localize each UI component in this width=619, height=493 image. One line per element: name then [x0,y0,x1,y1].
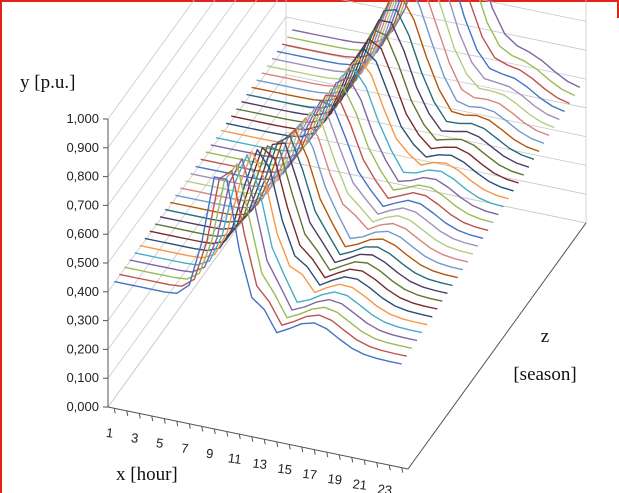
x-tick-label: 21 [352,476,368,493]
gridline [107,0,587,206]
image-frame-edge [617,0,619,18]
series-line-18 [200,94,489,232]
series-group [114,0,581,365]
x-tick-mark [313,449,316,455]
y-tick-label: 0,200 [66,341,99,356]
series-line-34 [281,0,570,105]
series-line-16 [190,105,479,247]
x-tick-label: 11 [227,450,242,467]
series-line-21 [215,66,504,208]
y-tick-label: 0,100 [66,370,99,385]
gridline [107,0,195,120]
y-tick-label: 0,700 [66,197,99,212]
series-line-31 [266,0,555,129]
series-line-10 [159,142,448,294]
x-tick-mark [151,415,154,422]
series-line-32 [271,0,560,121]
series-line-6 [139,151,428,326]
x-axis-line [107,406,409,470]
series-line-5 [134,154,423,334]
x-tick-mark [126,410,129,416]
y-tick-label: 0,500 [66,255,99,270]
x-tick-label: 19 [327,471,343,488]
series-line-24 [231,38,519,184]
gridline [107,0,216,149]
x-tick-mark [238,434,241,440]
y-axis-title: y [p.u.] [20,72,75,93]
x-tick-mark [363,459,366,466]
x-tick-mark [401,467,404,473]
x-tick-mark [213,428,216,435]
series-line-33 [276,0,565,113]
series-line-22 [220,57,509,200]
series-line-4 [129,157,418,342]
x-tick-mark [138,413,141,419]
series-line-26 [241,19,530,168]
series-line-35 [287,0,576,97]
x-tick-mark [251,436,254,442]
gridline [107,0,237,177]
x-tick-mark [188,423,191,429]
x-tick-label: 3 [130,430,139,446]
series-line-36 [292,0,581,89]
series-line-7 [144,148,433,318]
x-tick-label: 13 [252,455,268,472]
series-line-14 [180,117,469,263]
series-line-9 [154,145,443,302]
series-line-19 [205,86,494,224]
x-tick-mark [163,418,166,424]
gridline [107,74,587,321]
series-line-2 [119,169,407,357]
x-tick-label: 15 [277,461,293,478]
x-tick-mark [113,408,116,414]
y-tick-label: 0,900 [66,140,99,155]
x-tick-mark [376,462,379,468]
y-tick-labels: 1,000 0,900 0,800 0,700 0,600 0,500 0,400 0,300… [66,111,108,414]
series-line-8 [149,146,438,310]
x-tick-mark [301,446,304,453]
series-line-20 [210,76,499,216]
series-line-27 [246,8,535,160]
x-tick-label: 23 [377,481,393,493]
series-line-13 [175,123,463,271]
x-tick-mark [176,421,179,427]
x-tick-mark [263,439,266,445]
gridline [107,131,587,379]
x-tick-mark [276,441,279,447]
y-tick-label: 0,600 [66,226,99,241]
x-tick-labels: 1 3 5 7 9 11 13 15 17 19 21 23 [105,408,404,493]
x-tick-mark [201,426,204,432]
x-axis-title: x [hour] [116,464,178,485]
x-tick-label: 17 [302,466,318,483]
y-tick-label: 0,000 [66,399,99,414]
x-tick-mark [226,431,229,437]
z-axis-title-unit: [season] [513,364,576,385]
y-tick-label: 0,400 [66,284,99,299]
y-tick-label: 0,300 [66,313,99,328]
x-tick-label: 7 [180,440,189,456]
series-line-3 [124,163,413,349]
series-line-29 [256,0,545,145]
x-tick-label: 5 [155,435,164,451]
y-tick-label: 0,800 [66,169,99,184]
series-line-30 [261,0,550,137]
series-line-25 [236,28,525,176]
gridline [107,0,587,235]
x-tick-mark [326,452,329,458]
x-tick-mark [288,444,291,450]
x-tick-mark [338,454,341,460]
x-tick-mark [351,457,354,463]
z-axis-line [407,222,587,470]
x-tick-label: 9 [205,446,214,462]
y-tick-label: 1,000 [66,111,99,126]
series-line-28 [251,0,540,153]
x-tick-mark [388,465,391,471]
series-line-11 [164,135,453,287]
x-tick-label: 1 [105,425,114,441]
series-line-23 [225,47,514,192]
z-axis-title: z [541,326,549,347]
series-line-1 [114,176,402,365]
